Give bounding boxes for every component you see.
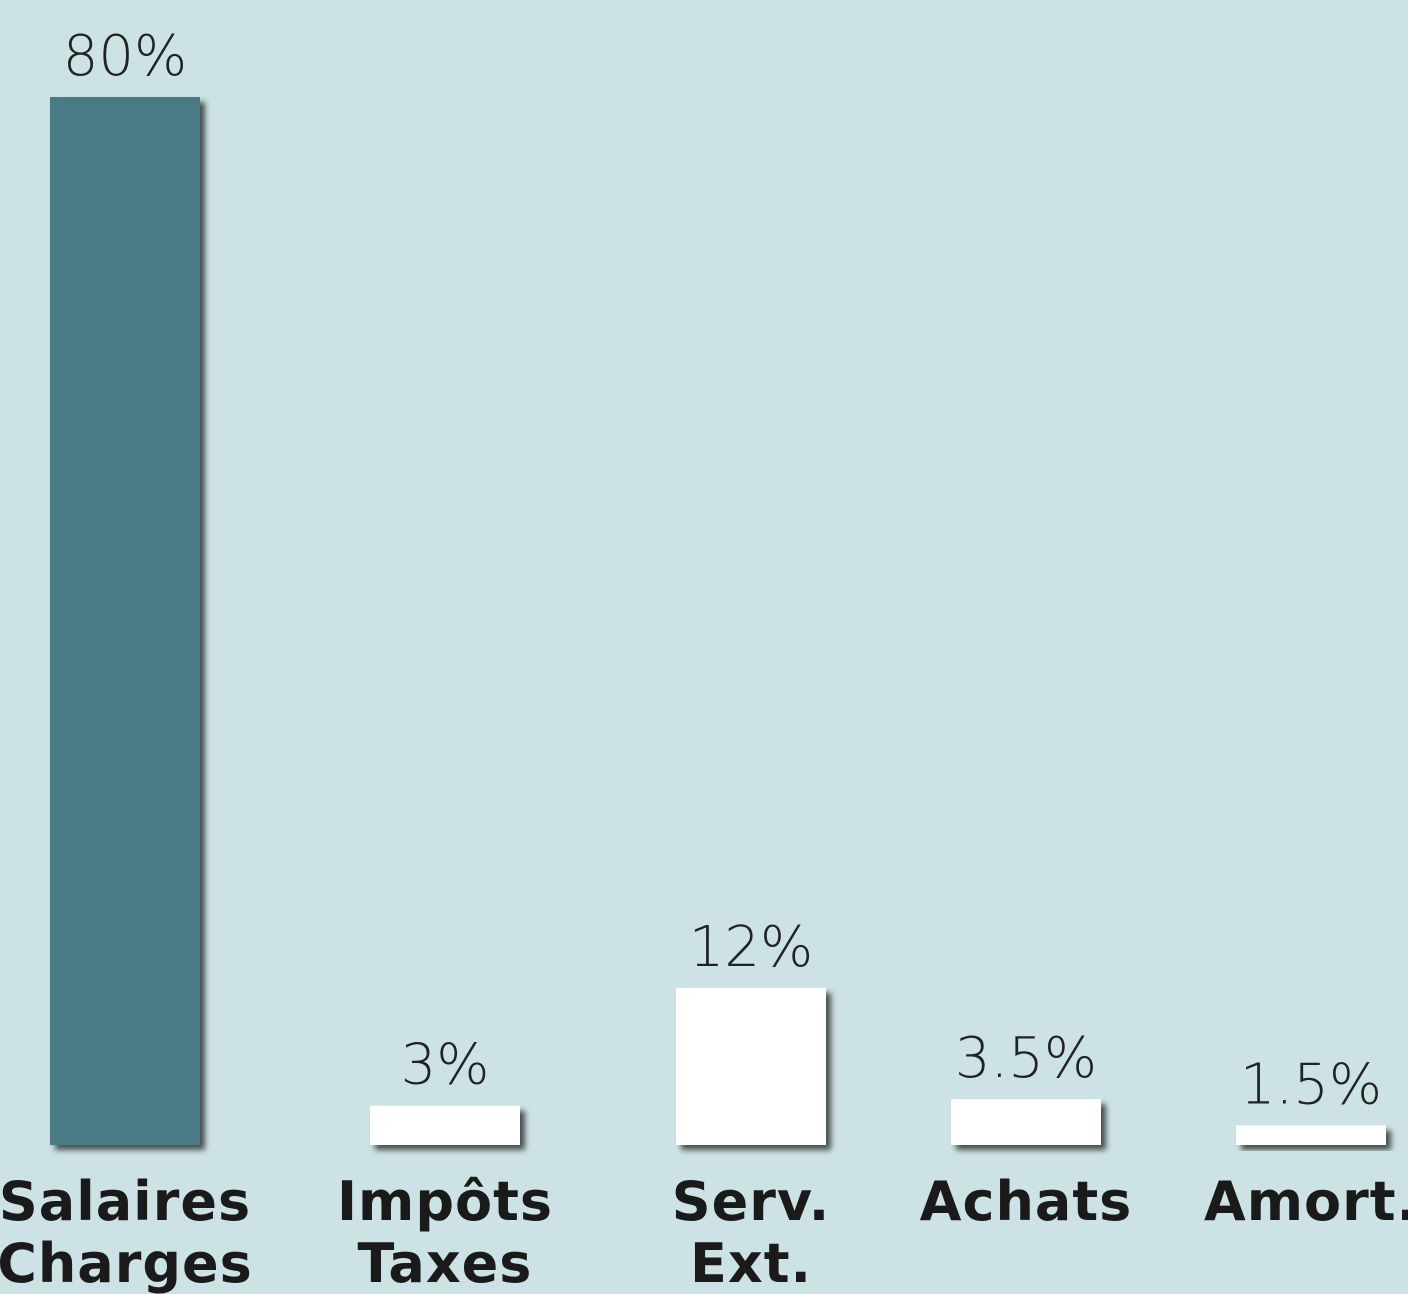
value-label: 3.5% — [955, 1026, 1097, 1091]
category-label: Salaires — [0, 1170, 251, 1233]
category-label: Impôts — [337, 1170, 553, 1233]
category-label: Amort. — [1204, 1170, 1408, 1233]
category-label: Achats — [920, 1170, 1133, 1233]
value-label: 12% — [689, 915, 813, 980]
bar — [676, 987, 826, 1145]
category-label: Taxes — [358, 1232, 533, 1294]
category-label: Serv. — [672, 1170, 830, 1233]
bar — [951, 1099, 1101, 1145]
value-label: 3% — [401, 1033, 490, 1098]
bar — [370, 1105, 520, 1145]
category-label: Ext. — [690, 1232, 812, 1294]
value-label: 80% — [63, 24, 187, 89]
bar — [50, 97, 200, 1145]
category-label: Charges — [0, 1232, 253, 1294]
bar — [1236, 1125, 1386, 1145]
value-label: 1.5% — [1240, 1052, 1382, 1117]
